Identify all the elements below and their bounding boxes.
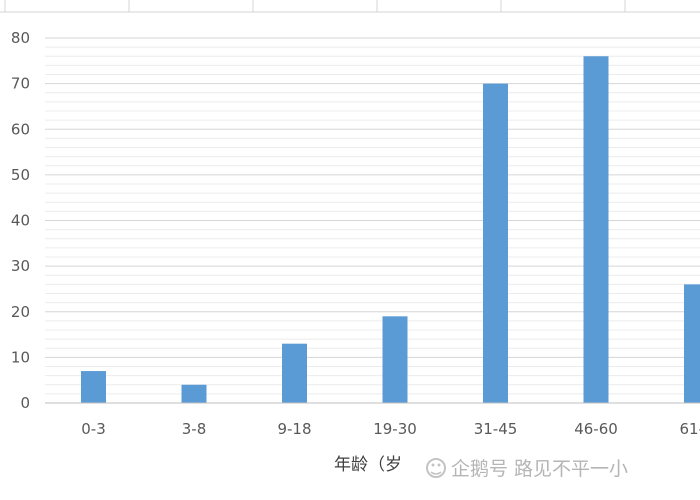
x-tick-label: 46-60 <box>574 420 618 438</box>
bar <box>583 56 609 403</box>
y-tick-label: 40 <box>11 212 30 230</box>
x-axis-tick-labels: 0-3 3-8 9-18 19-30 31-45 46-60 61-8 <box>81 420 700 438</box>
bar <box>181 384 207 403</box>
x-tick-label: 31-45 <box>474 420 518 438</box>
x-tick-label: 3-8 <box>182 420 207 438</box>
bar <box>684 284 700 403</box>
penguin-logo-icon <box>426 458 446 478</box>
x-tick-label: 9-18 <box>277 420 311 438</box>
y-tick-label: 50 <box>11 166 30 184</box>
x-tick-label: 0-3 <box>81 420 106 438</box>
x-axis-label: 年龄（岁 <box>334 455 402 475</box>
y-tick-label: 60 <box>11 120 30 138</box>
spreadsheet-ruler <box>0 0 700 13</box>
y-axis-tick-labels: 0 10 20 30 40 50 60 70 80 <box>11 29 30 412</box>
y-tick-label: 80 <box>11 29 30 47</box>
y-tick-label: 20 <box>11 303 30 321</box>
bar <box>282 343 307 403</box>
y-tick-label: 10 <box>11 348 30 366</box>
watermark: 企鹅号 路见不平一小 <box>426 458 628 480</box>
y-tick-label: 70 <box>11 75 30 93</box>
watermark-text: 企鹅号 路见不平一小 <box>451 458 628 480</box>
bar-series <box>81 56 700 403</box>
bar <box>483 83 508 403</box>
bar <box>81 371 106 403</box>
y-tick-label: 30 <box>11 257 30 275</box>
bar <box>382 316 408 403</box>
y-tick-label: 0 <box>20 394 30 412</box>
x-tick-label: 61-8 <box>679 420 700 438</box>
x-tick-label: 19-30 <box>373 420 417 438</box>
